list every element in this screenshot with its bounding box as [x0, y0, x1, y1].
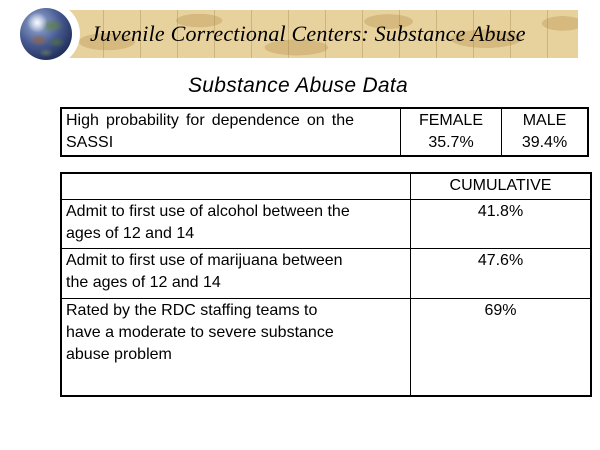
- female-header: FEMALE: [418, 112, 483, 129]
- sassi-row-label: High probability for dependence on the S…: [60, 107, 401, 157]
- row-label-marijuana: Admit to first use of marijuana between …: [60, 248, 411, 299]
- row-label-alcohol: Admit to first use of alcohol between th…: [60, 199, 411, 249]
- slide-title: Substance Abuse Data: [187, 74, 409, 97]
- female-value: 35.7%: [428, 134, 474, 151]
- table-row: Rated by the RDC staffing teams to have …: [60, 298, 592, 397]
- table-row: Admit to first use of alcohol between th…: [60, 199, 592, 249]
- cumulative-table: CUMULATIVE Admit to first use of alcohol…: [60, 172, 592, 397]
- banner-title: Juvenile Correctional Centers: Substance…: [90, 21, 526, 46]
- female-cell: FEMALE 35.7%: [400, 107, 502, 157]
- row-value-rdc: 69%: [410, 298, 592, 397]
- table-header-row: CUMULATIVE: [60, 172, 592, 200]
- header-banner: Juvenile Correctional Centers: Substance…: [66, 10, 578, 58]
- sassi-table: High probability for dependence on the S…: [60, 107, 589, 157]
- sassi-table-row: High probability for dependence on the S…: [60, 107, 589, 157]
- table-row: Admit to first use of marijuana between …: [60, 248, 592, 299]
- row-value-marijuana: 47.6%: [410, 248, 592, 299]
- row-label-rdc: Rated by the RDC staffing teams to have …: [60, 298, 411, 397]
- cumulative-header-cell: CUMULATIVE: [410, 172, 592, 200]
- globe-icon: [20, 8, 72, 60]
- row-value-alcohol: 41.8%: [410, 199, 592, 249]
- male-cell: MALE 39.4%: [501, 107, 589, 157]
- male-header: MALE: [522, 112, 567, 129]
- male-value: 39.4%: [521, 134, 568, 151]
- empty-header-cell: [60, 172, 411, 200]
